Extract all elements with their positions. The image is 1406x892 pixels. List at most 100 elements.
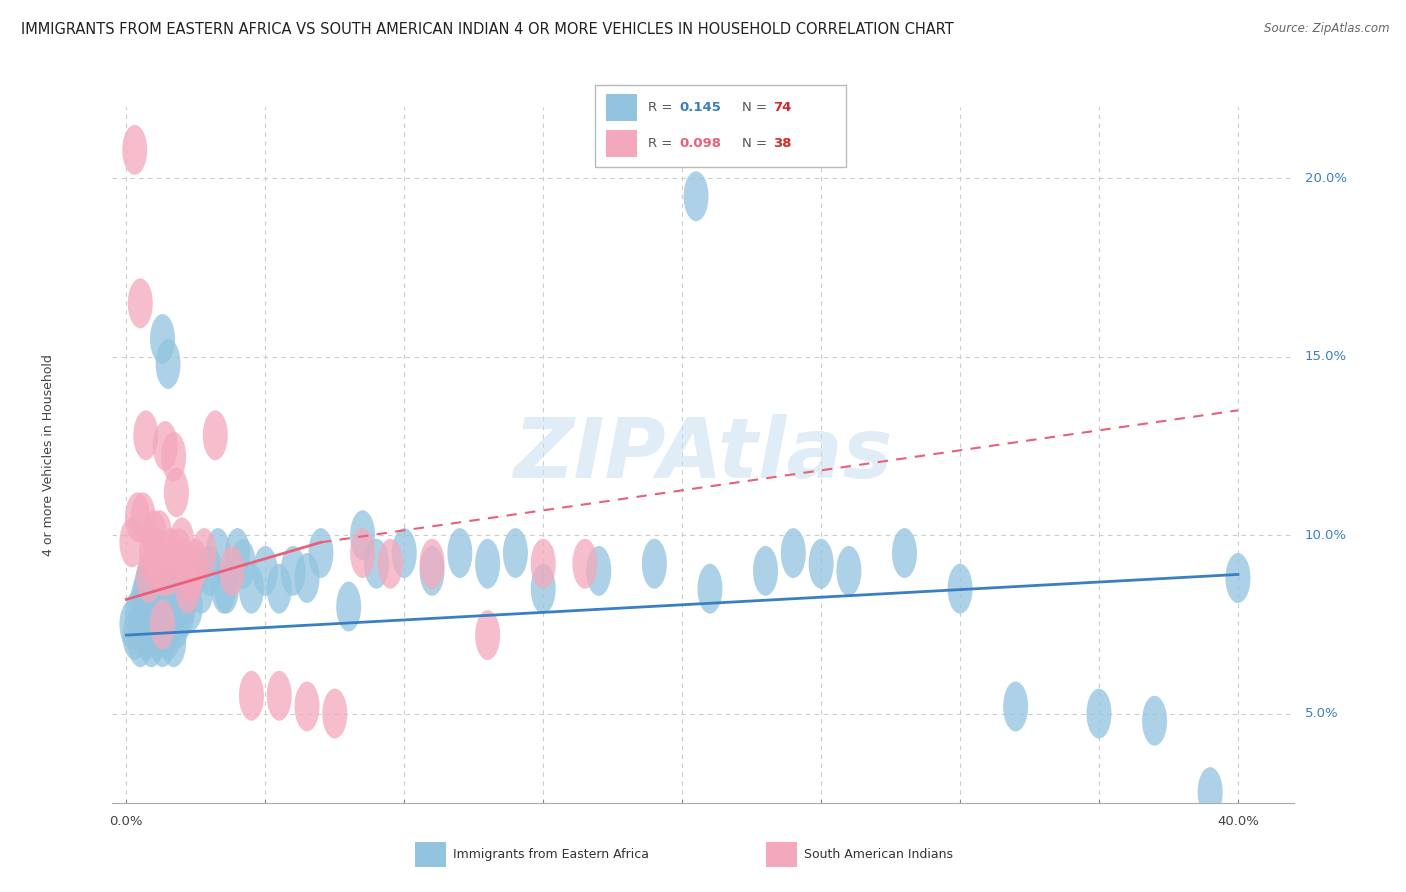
Text: R =: R =: [648, 101, 676, 114]
Ellipse shape: [475, 610, 501, 660]
Ellipse shape: [837, 546, 862, 596]
Ellipse shape: [120, 599, 145, 649]
Ellipse shape: [165, 467, 188, 517]
Text: ZIPAtlas: ZIPAtlas: [513, 415, 893, 495]
Ellipse shape: [239, 671, 264, 721]
Ellipse shape: [808, 539, 834, 589]
Ellipse shape: [156, 546, 180, 596]
Ellipse shape: [170, 589, 194, 639]
Ellipse shape: [475, 539, 501, 589]
Ellipse shape: [153, 582, 177, 632]
Ellipse shape: [172, 574, 197, 624]
Ellipse shape: [177, 582, 202, 632]
Ellipse shape: [392, 528, 416, 578]
Ellipse shape: [142, 599, 167, 649]
Ellipse shape: [419, 539, 444, 589]
Ellipse shape: [139, 528, 165, 578]
Text: 40.0%: 40.0%: [1218, 815, 1258, 829]
Ellipse shape: [162, 564, 186, 614]
Ellipse shape: [142, 564, 167, 614]
Ellipse shape: [165, 599, 188, 649]
Ellipse shape: [122, 610, 148, 660]
Ellipse shape: [134, 610, 159, 660]
Text: Source: ZipAtlas.com: Source: ZipAtlas.com: [1264, 22, 1389, 36]
Ellipse shape: [267, 671, 291, 721]
Ellipse shape: [122, 125, 148, 175]
Ellipse shape: [530, 539, 555, 589]
Ellipse shape: [139, 617, 165, 667]
Ellipse shape: [145, 582, 170, 632]
Ellipse shape: [322, 689, 347, 739]
Ellipse shape: [780, 528, 806, 578]
Ellipse shape: [191, 528, 217, 578]
Ellipse shape: [148, 599, 172, 649]
Ellipse shape: [1226, 553, 1250, 603]
Ellipse shape: [891, 528, 917, 578]
Ellipse shape: [150, 599, 174, 649]
Ellipse shape: [281, 546, 305, 596]
Ellipse shape: [159, 528, 183, 578]
Ellipse shape: [253, 546, 278, 596]
Ellipse shape: [754, 546, 778, 596]
Ellipse shape: [183, 539, 208, 589]
Ellipse shape: [683, 171, 709, 221]
Ellipse shape: [378, 539, 404, 589]
Ellipse shape: [125, 589, 150, 639]
Ellipse shape: [120, 517, 145, 567]
Ellipse shape: [530, 564, 555, 614]
Ellipse shape: [172, 539, 197, 589]
Ellipse shape: [150, 314, 174, 364]
Text: 5.0%: 5.0%: [1305, 707, 1339, 720]
Ellipse shape: [167, 528, 191, 578]
Text: 0.0%: 0.0%: [110, 815, 143, 829]
Ellipse shape: [125, 492, 150, 542]
Ellipse shape: [136, 553, 162, 603]
Text: N =: N =: [742, 137, 772, 151]
Ellipse shape: [145, 528, 170, 578]
Text: 0.098: 0.098: [679, 137, 721, 151]
Ellipse shape: [336, 582, 361, 632]
Ellipse shape: [131, 599, 156, 649]
Ellipse shape: [159, 599, 183, 649]
Ellipse shape: [142, 539, 167, 589]
Ellipse shape: [162, 432, 186, 482]
Ellipse shape: [128, 278, 153, 328]
Ellipse shape: [145, 610, 170, 660]
Ellipse shape: [197, 546, 222, 596]
Ellipse shape: [1142, 696, 1167, 746]
Ellipse shape: [165, 553, 188, 603]
Ellipse shape: [156, 564, 180, 614]
Ellipse shape: [131, 492, 156, 542]
Ellipse shape: [174, 564, 200, 614]
Text: South American Indians: South American Indians: [804, 848, 953, 861]
Ellipse shape: [134, 564, 159, 614]
Ellipse shape: [1087, 689, 1112, 739]
Ellipse shape: [350, 528, 375, 578]
Text: 0.145: 0.145: [679, 101, 721, 114]
Ellipse shape: [153, 599, 177, 649]
Ellipse shape: [267, 564, 291, 614]
Text: 4 or more Vehicles in Household: 4 or more Vehicles in Household: [42, 354, 55, 556]
Ellipse shape: [205, 528, 231, 578]
Ellipse shape: [162, 617, 186, 667]
Ellipse shape: [308, 528, 333, 578]
Ellipse shape: [156, 339, 180, 389]
Text: N =: N =: [742, 101, 772, 114]
Ellipse shape: [150, 546, 174, 596]
Ellipse shape: [131, 574, 156, 624]
Ellipse shape: [139, 582, 165, 632]
Text: R =: R =: [648, 137, 676, 151]
Ellipse shape: [183, 546, 208, 596]
Ellipse shape: [503, 528, 527, 578]
Ellipse shape: [159, 574, 183, 624]
Ellipse shape: [447, 528, 472, 578]
Ellipse shape: [1002, 681, 1028, 731]
Ellipse shape: [156, 610, 180, 660]
Ellipse shape: [1198, 767, 1223, 817]
Ellipse shape: [211, 564, 236, 614]
Ellipse shape: [294, 681, 319, 731]
Ellipse shape: [153, 421, 177, 471]
Ellipse shape: [174, 564, 200, 614]
Ellipse shape: [214, 564, 239, 614]
Ellipse shape: [202, 410, 228, 460]
